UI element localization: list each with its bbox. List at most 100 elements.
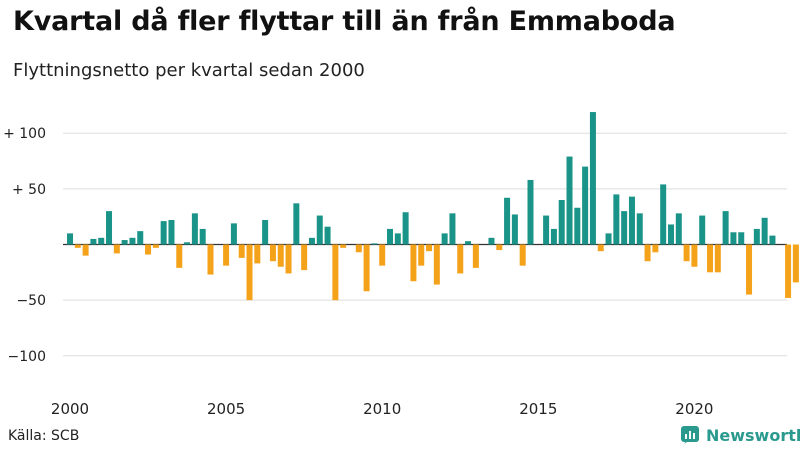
- bar: [707, 244, 714, 273]
- y-tick-label: + 100: [3, 126, 46, 142]
- bar: [621, 211, 628, 245]
- bar: [644, 244, 651, 262]
- bar: [652, 244, 659, 253]
- bar: [106, 211, 113, 245]
- bar: [628, 196, 635, 245]
- bar: [558, 199, 565, 245]
- bar: [699, 215, 706, 245]
- bar: [785, 244, 792, 298]
- axis-labels: + 100 + 50 −50 −100 2000 2005 2010 2015 2020: [3, 126, 713, 418]
- bar: [332, 244, 339, 301]
- bar: [605, 233, 612, 245]
- bar: [160, 221, 167, 245]
- bar: [363, 244, 370, 292]
- x-tick-label: 2000: [51, 400, 89, 418]
- bar: [355, 244, 362, 253]
- bar: [254, 244, 261, 264]
- bar: [511, 214, 518, 245]
- bar: [316, 215, 323, 245]
- bar: [308, 237, 315, 245]
- bar: [67, 233, 73, 245]
- bar: [145, 244, 152, 255]
- bar: [566, 156, 573, 245]
- bar: [683, 244, 690, 262]
- bar: [324, 226, 331, 245]
- bar: [223, 244, 230, 266]
- bar: [285, 244, 292, 274]
- chart-subtitle: Flyttningsnetto per kvartal sedan 2000: [13, 60, 365, 81]
- y-tick-label: −100: [8, 349, 46, 365]
- brand: Newsworthy: [680, 425, 800, 445]
- bar: [527, 179, 534, 245]
- bar: [90, 238, 97, 245]
- bar: [340, 244, 347, 248]
- bar: [152, 244, 159, 248]
- bar: [613, 194, 620, 245]
- bar: [761, 217, 768, 245]
- bar: [137, 231, 144, 245]
- bar: [426, 244, 433, 252]
- bar: [410, 244, 417, 282]
- bar: [433, 244, 440, 285]
- newsworthy-logo-icon: [681, 426, 699, 444]
- bar: [74, 244, 81, 248]
- bar: [98, 237, 105, 245]
- bar: [230, 223, 237, 245]
- bar: [457, 244, 464, 274]
- bar: [277, 244, 284, 267]
- y-tick-label: + 50: [12, 182, 46, 198]
- gridlines: [63, 132, 787, 357]
- bar: [402, 212, 409, 245]
- bar: [543, 215, 550, 245]
- bar: [574, 207, 581, 245]
- bar: [472, 244, 479, 268]
- bar: [207, 244, 214, 275]
- x-tick-label: 2005: [207, 400, 245, 418]
- bar: [129, 237, 136, 245]
- bar: [753, 228, 760, 245]
- bar: [269, 244, 276, 262]
- bar: [660, 184, 667, 245]
- bar: [582, 166, 589, 245]
- bar: [199, 228, 206, 245]
- bar: [246, 244, 253, 301]
- bar: [113, 244, 120, 254]
- bar: [597, 244, 604, 252]
- bar: [675, 213, 682, 245]
- bar: [738, 232, 745, 245]
- x-tick-label: 2020: [675, 400, 713, 418]
- bar: [496, 244, 503, 251]
- bar: [379, 244, 386, 266]
- bar: [238, 244, 245, 258]
- bar: [449, 213, 456, 245]
- bar: [191, 213, 198, 245]
- bar: [714, 244, 721, 273]
- bar: [293, 203, 300, 245]
- brand-name: Newsworthy: [706, 425, 800, 445]
- bar: [387, 228, 393, 245]
- y-tick-label: −50: [16, 293, 46, 309]
- bar: [488, 237, 495, 245]
- bar: [441, 233, 448, 245]
- x-tick-label: 2015: [519, 400, 557, 418]
- source-note: Källa: SCB: [8, 428, 80, 444]
- bar: [722, 211, 729, 245]
- x-tick-label: 2010: [363, 400, 401, 418]
- bar: [636, 213, 643, 245]
- bar: [504, 197, 511, 245]
- bar: [301, 244, 308, 271]
- bar: [769, 235, 776, 245]
- bar: [184, 242, 191, 245]
- bar: [176, 244, 183, 268]
- bar: [519, 244, 526, 266]
- bar: [168, 220, 175, 245]
- bar: [371, 243, 378, 245]
- bars: [67, 112, 799, 301]
- bar: [82, 244, 89, 256]
- bar: [792, 244, 799, 283]
- bar: [667, 224, 674, 245]
- bar: [262, 220, 269, 245]
- bar: [418, 244, 425, 266]
- bar: [589, 112, 596, 245]
